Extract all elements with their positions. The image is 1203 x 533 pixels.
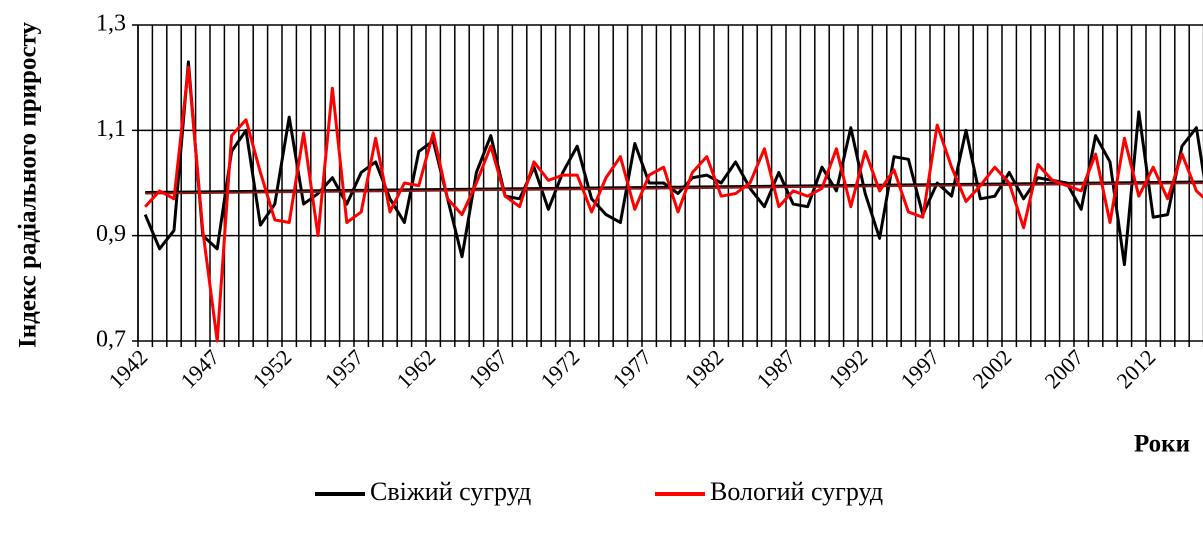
series-line xyxy=(144,65,1203,343)
x-tick-label: 1947 xyxy=(176,344,225,393)
x-tick-label: 2002 xyxy=(968,344,1017,393)
x-tick-label: 1997 xyxy=(896,344,945,393)
x-tick-label: 1952 xyxy=(248,344,297,393)
y-tick-label: 1,3 xyxy=(96,11,126,37)
y-tick-label: 0,7 xyxy=(96,327,126,353)
y-tick-label: 1,1 xyxy=(96,116,126,142)
y-tick-label: 0,9 xyxy=(96,221,126,247)
x-tick-label: 2012 xyxy=(1112,344,1161,393)
series-line xyxy=(143,60,1203,267)
x-tick-label: 1967 xyxy=(464,344,513,393)
x-tick-label: 1962 xyxy=(392,344,441,393)
x-tick-label: 1957 xyxy=(320,344,369,393)
legend-label: Свіжий сугруд xyxy=(370,477,531,506)
x-axis-label: Роки xyxy=(1134,431,1190,458)
x-tick-label: 1972 xyxy=(536,344,585,393)
legend-label: Вологий сугруд xyxy=(710,477,883,506)
x-tick-label: 1987 xyxy=(752,344,801,393)
x-tick-label: 2007 xyxy=(1040,344,1089,393)
x-tick-label: 1982 xyxy=(680,344,729,393)
y-axis-label: Індекс радіального приросту xyxy=(15,21,42,348)
x-tick-label: 1992 xyxy=(824,344,873,393)
x-tick-label: 1977 xyxy=(608,344,657,393)
